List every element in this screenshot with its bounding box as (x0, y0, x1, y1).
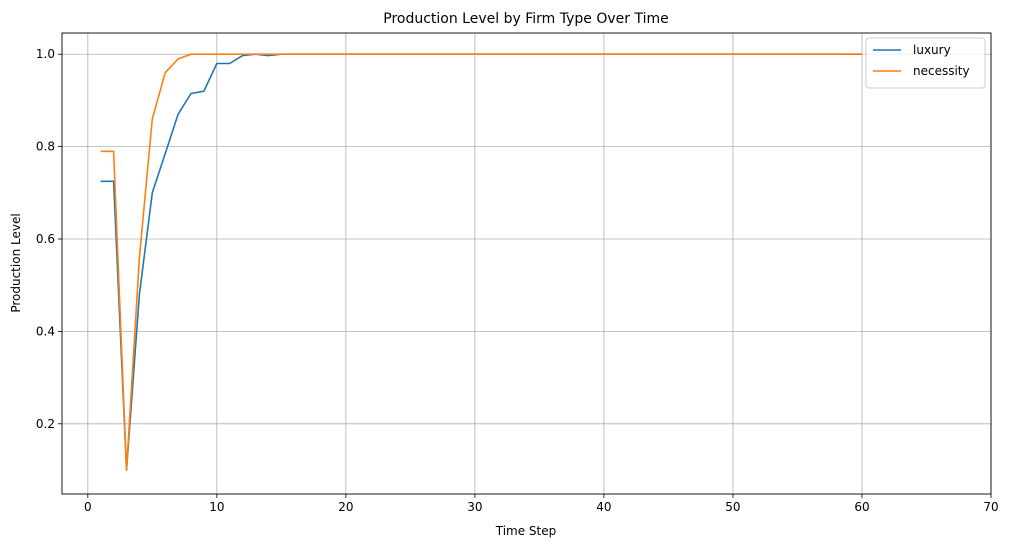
y-tick-label: 0.2 (36, 417, 55, 431)
series-line-necessity (100, 53, 862, 471)
plot-frame (61, 32, 992, 495)
chart-title: Production Level by Firm Type Over Time (383, 11, 668, 27)
y-tick-label: 0.8 (36, 140, 55, 154)
y-axis-label: Production Level (9, 213, 23, 312)
x-tick-label: 10 (209, 500, 224, 514)
legend: luxury necessity (865, 37, 986, 89)
x-tick-label: 40 (596, 500, 611, 514)
x-tick-label: 0 (84, 500, 92, 514)
legend-label-necessity: necessity (913, 64, 970, 78)
x-tick-label: 30 (467, 500, 482, 514)
x-tick-label: 50 (725, 500, 740, 514)
x-axis-ticks: 0 10 20 30 40 50 60 70 (84, 494, 999, 514)
y-tick-label: 1.0 (36, 47, 55, 61)
series-layer (100, 53, 862, 471)
legend-label-luxury: luxury (913, 43, 951, 57)
y-axis-ticks: 0.2 0.4 0.6 0.8 1.0 (36, 47, 62, 431)
y-tick-label: 0.4 (36, 324, 55, 338)
y-tick-label: 0.6 (36, 232, 55, 246)
x-tick-label: 70 (983, 500, 998, 514)
x-tick-label: 20 (338, 500, 353, 514)
x-tick-label: 60 (854, 500, 869, 514)
x-axis-label: Time Step (495, 524, 557, 538)
